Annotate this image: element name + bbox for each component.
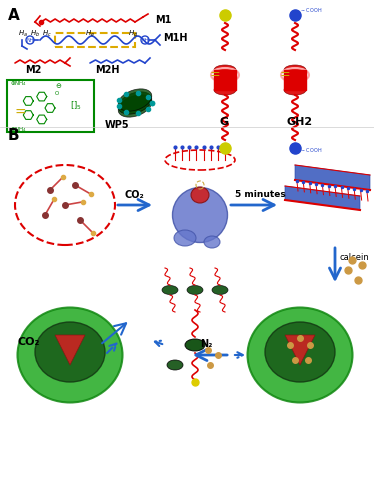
Text: $H_b$: $H_b$ xyxy=(30,29,40,39)
Text: $\oplus$NH$_4$: $\oplus$NH$_4$ xyxy=(10,125,27,134)
Text: M2H: M2H xyxy=(95,65,120,75)
Text: O: O xyxy=(55,91,59,96)
Text: $H_e$: $H_e$ xyxy=(85,29,95,39)
Text: M2: M2 xyxy=(25,65,42,75)
Ellipse shape xyxy=(162,286,178,294)
Ellipse shape xyxy=(191,187,209,203)
Text: M1H: M1H xyxy=(163,33,187,43)
Polygon shape xyxy=(285,335,315,365)
Ellipse shape xyxy=(284,65,306,75)
Ellipse shape xyxy=(214,85,236,95)
Ellipse shape xyxy=(118,95,152,117)
Text: $H_c$: $H_c$ xyxy=(42,29,52,39)
Text: =: = xyxy=(15,106,27,120)
Ellipse shape xyxy=(167,360,183,370)
Text: G: G xyxy=(220,117,229,127)
Text: N₂: N₂ xyxy=(200,339,212,349)
Ellipse shape xyxy=(204,236,220,248)
Text: $\ominus$: $\ominus$ xyxy=(55,81,62,90)
Bar xyxy=(284,70,306,90)
Ellipse shape xyxy=(174,230,196,246)
Ellipse shape xyxy=(185,339,205,351)
Ellipse shape xyxy=(284,85,306,95)
Text: NH: NH xyxy=(26,38,34,43)
Ellipse shape xyxy=(187,286,203,294)
Ellipse shape xyxy=(214,65,236,75)
Ellipse shape xyxy=(118,92,152,114)
Text: B: B xyxy=(8,128,19,143)
Text: =: = xyxy=(280,68,291,82)
Text: A: A xyxy=(8,8,20,23)
Text: GH2: GH2 xyxy=(287,117,313,127)
Text: CO₂: CO₂ xyxy=(18,337,40,347)
Text: $\left[\right]_5$: $\left[\right]_5$ xyxy=(70,99,82,112)
Polygon shape xyxy=(55,335,85,365)
Text: $\sim$COOH: $\sim$COOH xyxy=(300,6,322,14)
Text: NH: NH xyxy=(141,38,149,43)
Bar xyxy=(214,70,236,90)
Text: =: = xyxy=(210,68,221,82)
Ellipse shape xyxy=(18,308,123,402)
Text: $H_a$: $H_a$ xyxy=(18,29,28,39)
Polygon shape xyxy=(285,186,360,210)
Ellipse shape xyxy=(172,188,227,242)
Text: M1: M1 xyxy=(155,15,171,25)
Text: WP5: WP5 xyxy=(105,120,130,130)
Text: calcein: calcein xyxy=(340,253,370,262)
Ellipse shape xyxy=(35,322,105,382)
Ellipse shape xyxy=(248,308,353,402)
Text: 5 minutes: 5 minutes xyxy=(235,190,286,199)
Ellipse shape xyxy=(212,286,228,294)
Text: $\sim$COOH: $\sim$COOH xyxy=(300,146,322,154)
Text: $H_d$: $H_d$ xyxy=(128,29,138,39)
Ellipse shape xyxy=(265,322,335,382)
Ellipse shape xyxy=(118,89,152,111)
Polygon shape xyxy=(295,165,370,190)
Text: $\oplus$NH$_4$: $\oplus$NH$_4$ xyxy=(10,79,27,88)
Text: CO₂: CO₂ xyxy=(125,190,145,200)
